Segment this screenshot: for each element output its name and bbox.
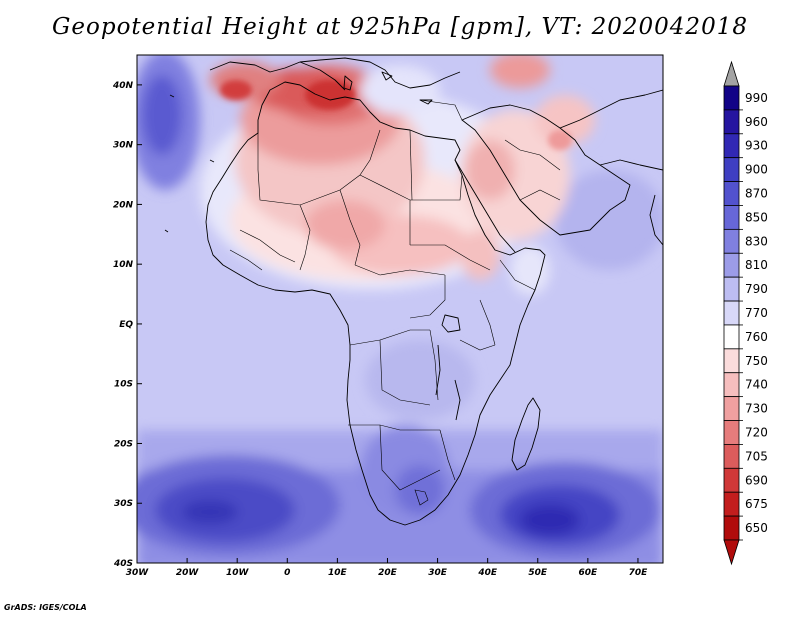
colorbar-label: 690	[745, 473, 768, 487]
y-tick-label: 40N	[112, 81, 134, 91]
y-tick-label: 30N	[113, 141, 134, 151]
colorbar-label: 810	[745, 258, 768, 272]
x-tick-label: 10E	[328, 568, 348, 578]
x-tick-label: 20E	[378, 568, 398, 578]
colorbar-swatch	[723, 348, 740, 374]
colorbar-label: 770	[745, 306, 768, 320]
y-tick-label: 20N	[113, 200, 134, 210]
colorbar-swatch	[723, 133, 740, 159]
chart-title: Geopotential Height at 925hPa [gpm], VT:…	[52, 14, 748, 40]
colorbar-swatch	[723, 372, 740, 398]
colorbar-swatch	[723, 157, 740, 182]
colorbar-bottom-arrow	[723, 539, 740, 566]
colorbar-swatch	[723, 300, 740, 326]
colorbar-label: 675	[745, 497, 768, 511]
colorbar: 990 960 930 900 870 850 830 810 790 770 760 750 740 7…	[723, 60, 768, 566]
x-tick-label: 0	[284, 568, 290, 578]
y-tick-label: 20S	[114, 439, 133, 449]
map-frame	[136, 54, 664, 564]
colorbar-label: 760	[745, 330, 768, 344]
colorbar-swatch	[723, 491, 740, 517]
colorbar-swatch	[723, 109, 740, 135]
x-tick-label: 60E	[579, 568, 599, 578]
colorbar-swatch	[723, 396, 740, 421]
colorbar-label: 850	[745, 210, 768, 224]
x-tick-label: 20W	[176, 568, 200, 578]
colorbar-label: 830	[745, 234, 768, 248]
colorbar-label: 900	[745, 163, 768, 177]
colorbar-label: 930	[745, 139, 768, 153]
colorbar-label: 720	[745, 425, 768, 439]
y-tick-label: EQ	[119, 320, 133, 330]
colorbar-swatch	[723, 228, 740, 254]
x-tick-label: 50E	[528, 568, 548, 578]
credit-text: GrADS: IGES/COLA	[4, 603, 87, 612]
colorbar-swatch	[723, 276, 740, 302]
colorbar-top-arrow	[723, 60, 740, 87]
colorbar-swatch	[723, 420, 740, 445]
x-tick-label: 30W	[126, 568, 150, 578]
x-tick-label: 70E	[629, 568, 649, 578]
colorbar-swatch	[723, 85, 740, 111]
country-borders	[229, 99, 561, 506]
x-tick-label: 10W	[226, 568, 250, 578]
colorbar-label: 990	[745, 91, 768, 105]
colorbar-swatch	[723, 324, 740, 350]
y-tick-label: 10N	[113, 260, 134, 270]
colorbar-swatch	[723, 515, 740, 541]
colorbar-label: 705	[745, 449, 768, 463]
y-tick-label: 40S	[113, 559, 133, 569]
colorbar-label: 790	[745, 282, 768, 296]
colorbar-swatch	[723, 181, 740, 206]
x-axis-ticks: 30W 20W 10W 0 10E 20E 30E 40E 50E 60E 70E	[126, 558, 648, 578]
colorbar-swatch	[723, 467, 740, 493]
y-axis-ticks: 40N 30N 20N 10N EQ 10S 20S 30S 40S	[112, 81, 142, 569]
colorbar-label: 650	[745, 521, 768, 535]
colorbar-label: 750	[745, 354, 768, 368]
x-tick-label: 30E	[428, 568, 448, 578]
y-tick-label: 10S	[114, 380, 133, 390]
height-field	[137, 55, 663, 563]
colorbar-label: 730	[745, 402, 768, 416]
coastlines	[164, 57, 663, 526]
colorbar-swatch	[723, 252, 740, 278]
colorbar-swatch	[723, 205, 740, 230]
colorbar-swatch	[723, 444, 740, 469]
colorbar-label: 740	[745, 378, 768, 392]
x-tick-label: 40E	[477, 568, 498, 578]
y-tick-label: 30S	[114, 499, 133, 509]
colorbar-label: 870	[745, 187, 768, 201]
colorbar-label: 960	[745, 115, 768, 129]
